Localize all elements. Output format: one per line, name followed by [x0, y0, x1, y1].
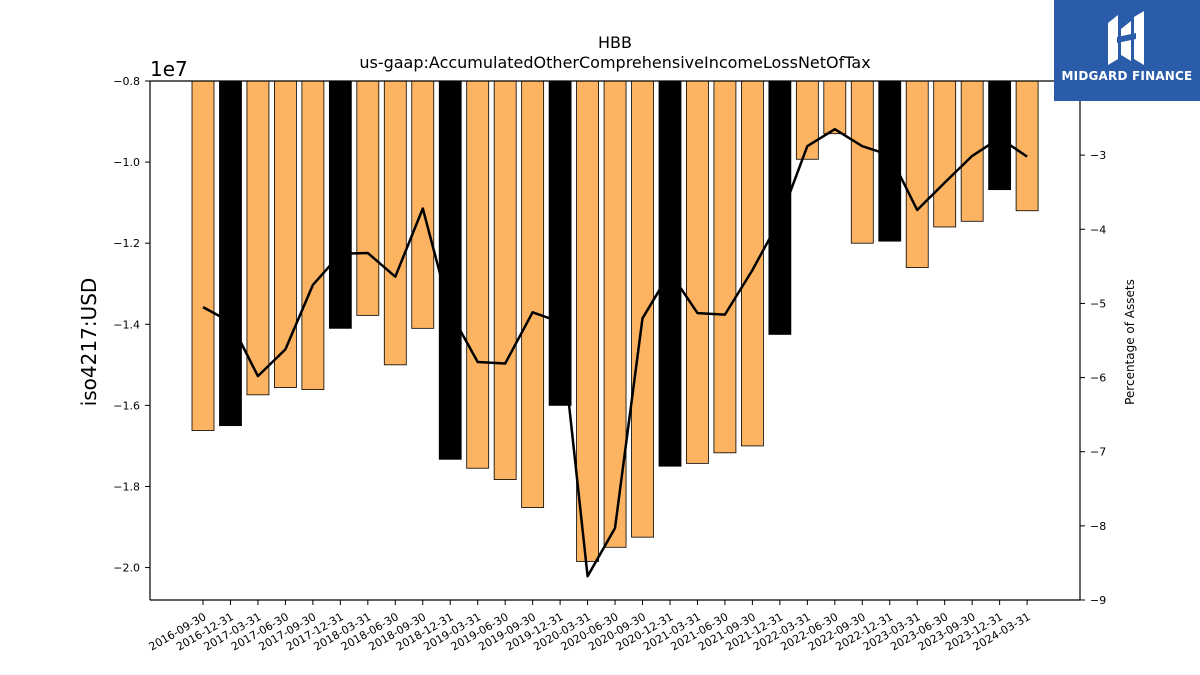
bar [823, 80, 847, 135]
bar-group [191, 80, 1039, 562]
y-tick-label: −1.2 [113, 237, 140, 250]
y2-tick-label: −3 [1090, 149, 1106, 162]
bar [741, 80, 764, 447]
y2-tick-label: −4 [1090, 223, 1106, 236]
y-axis-label: iso4217:USD [77, 278, 101, 407]
y-tick-label: −0.8 [113, 75, 140, 88]
bar [850, 80, 874, 244]
y-tick-label: −2.0 [113, 562, 140, 575]
bar [576, 80, 599, 562]
bar [411, 80, 435, 329]
y2-tick-label: −5 [1090, 297, 1106, 310]
bar [548, 80, 572, 406]
y-tick-label: −1.6 [113, 399, 140, 412]
logo-text: MIDGARD FINANCE [1061, 69, 1193, 83]
y2-tick-label: −8 [1090, 520, 1106, 533]
y-offset-label: 1e7 [150, 57, 188, 81]
y-tick-label: −1.8 [113, 480, 140, 493]
bar [933, 80, 957, 228]
chart-title: HBB [598, 33, 632, 52]
bar [878, 80, 902, 242]
bar [191, 80, 215, 431]
bar [768, 80, 792, 335]
bar [219, 80, 242, 427]
bar [274, 80, 297, 388]
bar [521, 80, 545, 508]
bar [301, 80, 325, 390]
bar [466, 80, 490, 469]
bar [438, 80, 462, 460]
bar [631, 80, 654, 538]
bar [1015, 80, 1039, 212]
bar [383, 80, 407, 366]
bar [356, 80, 380, 316]
bar [905, 80, 929, 268]
bar [713, 80, 737, 454]
midgard-logo-icon [1108, 11, 1144, 65]
y2-tick-label: −9 [1090, 594, 1106, 607]
bar [686, 80, 709, 464]
bar [328, 80, 352, 329]
series-line [202, 127, 1028, 578]
y2-tick-label: −6 [1090, 372, 1106, 385]
chart-subtitle: us-gaap:AccumulatedOtherComprehensiveInc… [359, 53, 870, 72]
y2-axis-label: Percentage of Assets [1123, 279, 1137, 405]
line-series [202, 127, 1028, 578]
logo: MIDGARD FINANCE [1054, 0, 1200, 101]
y-tick-label: −1.0 [113, 156, 140, 169]
bar [988, 80, 1012, 191]
bar [493, 80, 517, 480]
bar [246, 80, 270, 396]
y2-tick-label: −7 [1090, 446, 1106, 459]
y-tick-label: −1.4 [113, 318, 140, 331]
